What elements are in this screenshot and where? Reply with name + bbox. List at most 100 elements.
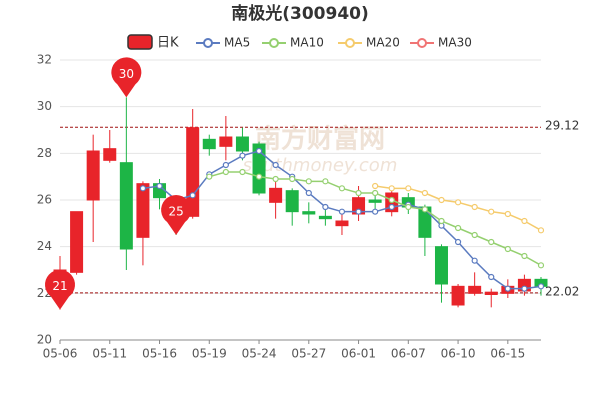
ma-point (488, 238, 495, 246)
candle-body (302, 211, 316, 215)
ma-point (521, 252, 528, 260)
ma-point (272, 175, 279, 183)
ma-point (454, 224, 462, 232)
ma-point (521, 217, 528, 225)
ma-point (322, 178, 329, 185)
y-tick-label: 28 (37, 146, 52, 160)
ma-point (537, 283, 545, 290)
candle-body (103, 148, 117, 161)
y-tick-label: 24 (37, 239, 52, 253)
ma-point (471, 231, 478, 239)
ma-point (372, 182, 379, 190)
candle-body (285, 190, 299, 213)
reference-label: 29.12 (545, 119, 579, 133)
ma-point (471, 203, 478, 211)
candle-body (219, 136, 233, 147)
legend-point (345, 38, 355, 48)
candle-body (318, 215, 332, 220)
candle-body (136, 183, 150, 238)
legend-label: MA5 (224, 36, 250, 50)
x-tick-label: 05-06 (43, 347, 78, 361)
ma-point (355, 189, 362, 197)
candle-body (451, 285, 465, 306)
x-tick-label: 06-15 (490, 347, 525, 361)
y-tick-label: 26 (37, 193, 52, 207)
reference-label: 22.02 (545, 284, 579, 298)
y-tick-label: 30 (37, 99, 52, 113)
ma-point (222, 161, 229, 169)
ma-point (537, 262, 545, 269)
ma-point (222, 168, 229, 176)
legend-label: MA20 (366, 36, 400, 50)
x-tick-label: 05-16 (142, 347, 177, 361)
candle-body (269, 187, 283, 203)
candle-body (368, 199, 382, 203)
ma-point (156, 182, 163, 190)
ma-point (305, 189, 312, 197)
watermark: 南方财富网 (255, 124, 385, 155)
candle-body (86, 150, 100, 201)
ma-point (454, 199, 462, 206)
marker-pin (45, 269, 75, 310)
candle-body (70, 211, 84, 273)
ma-point (305, 178, 312, 185)
ma-point (189, 192, 196, 199)
y-tick-label: 32 (37, 53, 52, 67)
ma-point (405, 185, 412, 192)
ma-point (139, 185, 147, 192)
ma-point (421, 189, 428, 197)
ma-line (375, 185, 542, 231)
candle-body (252, 143, 266, 194)
x-tick-label: 05-19 (192, 347, 227, 361)
candle-body (119, 162, 133, 250)
ma-point (255, 147, 263, 155)
ma-point (504, 210, 511, 218)
ma-point (438, 217, 445, 225)
ma-point (438, 196, 445, 204)
ma-point (355, 208, 362, 215)
ma-point (372, 189, 379, 197)
ma-point (388, 203, 395, 211)
ma-point (322, 203, 329, 211)
legend-swatch (127, 34, 153, 50)
marker-pin (161, 195, 192, 235)
candle-body (202, 138, 216, 150)
legend-label: MA10 (290, 36, 324, 50)
candle-body (235, 136, 249, 152)
ma-point (239, 152, 246, 159)
legend-label: MA30 (438, 36, 472, 50)
ma-point (488, 273, 495, 281)
x-tick-label: 05-27 (291, 347, 326, 361)
ma-point (388, 196, 395, 204)
ma-point (421, 206, 428, 213)
ma-point (372, 208, 379, 215)
ma-point (289, 175, 296, 183)
x-tick-label: 06-07 (391, 347, 426, 361)
x-tick-label: 06-10 (441, 347, 476, 361)
ma-point (454, 238, 462, 246)
candle-body (484, 291, 498, 295)
ma-point (338, 185, 346, 192)
ma-point (488, 208, 495, 215)
ma-point (239, 168, 246, 176)
y-tick-label: 20 (37, 333, 52, 347)
ma-point (521, 285, 528, 292)
watermark: southmoney.com (243, 155, 398, 176)
chart-title: 南极光(300940) (231, 3, 369, 24)
marker-pin (111, 57, 142, 98)
legend-label: 日K (157, 36, 179, 51)
ma-point (206, 173, 213, 180)
ma-point (255, 173, 263, 180)
ma-point (471, 257, 478, 264)
ma-point (405, 203, 412, 211)
legend-point (417, 38, 427, 48)
ma-point (388, 185, 395, 192)
marker-label: 30 (119, 67, 134, 81)
ma-point (272, 161, 279, 169)
candle-body (335, 220, 349, 227)
ma-point (338, 208, 346, 215)
x-tick-label: 05-11 (92, 347, 127, 361)
marker-label: 25 (168, 205, 183, 219)
legend-point (203, 38, 213, 48)
